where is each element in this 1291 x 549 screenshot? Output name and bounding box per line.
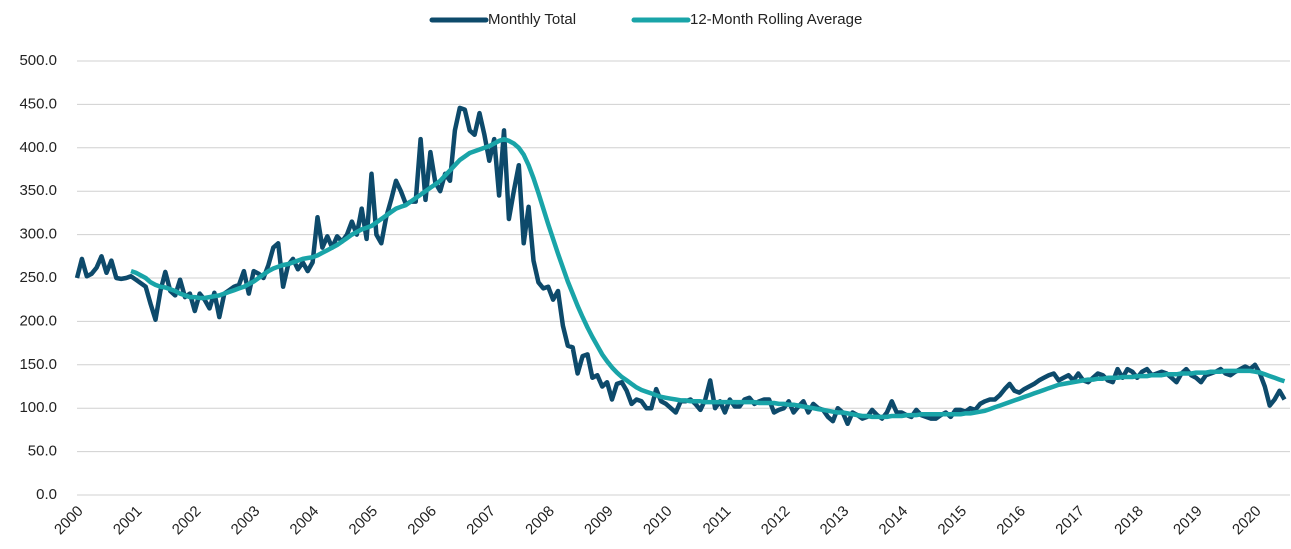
- x-tick-label: 2009: [581, 503, 617, 539]
- x-tick-label: 2002: [169, 503, 205, 539]
- x-tick-label: 2016: [993, 503, 1029, 539]
- y-tick-label: 0.0: [36, 486, 57, 503]
- x-tick-label: 2020: [1229, 503, 1265, 539]
- x-tick-label: 2007: [463, 503, 499, 539]
- x-tick-label: 2003: [228, 503, 264, 539]
- x-tick-label: 2011: [700, 503, 735, 538]
- x-tick-label: 2012: [758, 503, 794, 539]
- y-tick-label: 250.0: [19, 269, 57, 286]
- x-tick-label: 2010: [640, 503, 676, 539]
- x-tick-label: 2018: [1111, 503, 1147, 539]
- x-tick-label: 2017: [1052, 503, 1088, 539]
- x-tick-label: 2006: [404, 503, 440, 539]
- x-tick-label: 2000: [51, 503, 87, 539]
- legend-label: Monthly Total: [488, 11, 576, 28]
- x-tick-label: 2005: [346, 503, 382, 539]
- y-tick-label: 200.0: [19, 312, 57, 329]
- x-tick-label: 2008: [522, 503, 558, 539]
- legend-label: 12-Month Rolling Average: [690, 11, 862, 28]
- x-tick-label: 2013: [817, 503, 853, 539]
- x-tick-label: 2015: [935, 503, 971, 539]
- y-tick-label: 350.0: [19, 182, 57, 199]
- y-tick-label: 400.0: [19, 139, 57, 156]
- x-tick-label: 2001: [110, 503, 146, 539]
- y-tick-label: 500.0: [19, 52, 57, 69]
- y-tick-label: 300.0: [19, 226, 57, 243]
- y-tick-label: 100.0: [19, 399, 57, 416]
- x-tick-label: 2019: [1170, 503, 1206, 539]
- series-line: [130, 136, 1286, 420]
- y-tick-label: 150.0: [19, 356, 57, 373]
- x-tick-label: 2004: [287, 503, 323, 539]
- x-tick-label: 2014: [876, 503, 912, 539]
- y-tick-label: 450.0: [19, 95, 57, 112]
- y-tick-label: 50.0: [28, 443, 57, 460]
